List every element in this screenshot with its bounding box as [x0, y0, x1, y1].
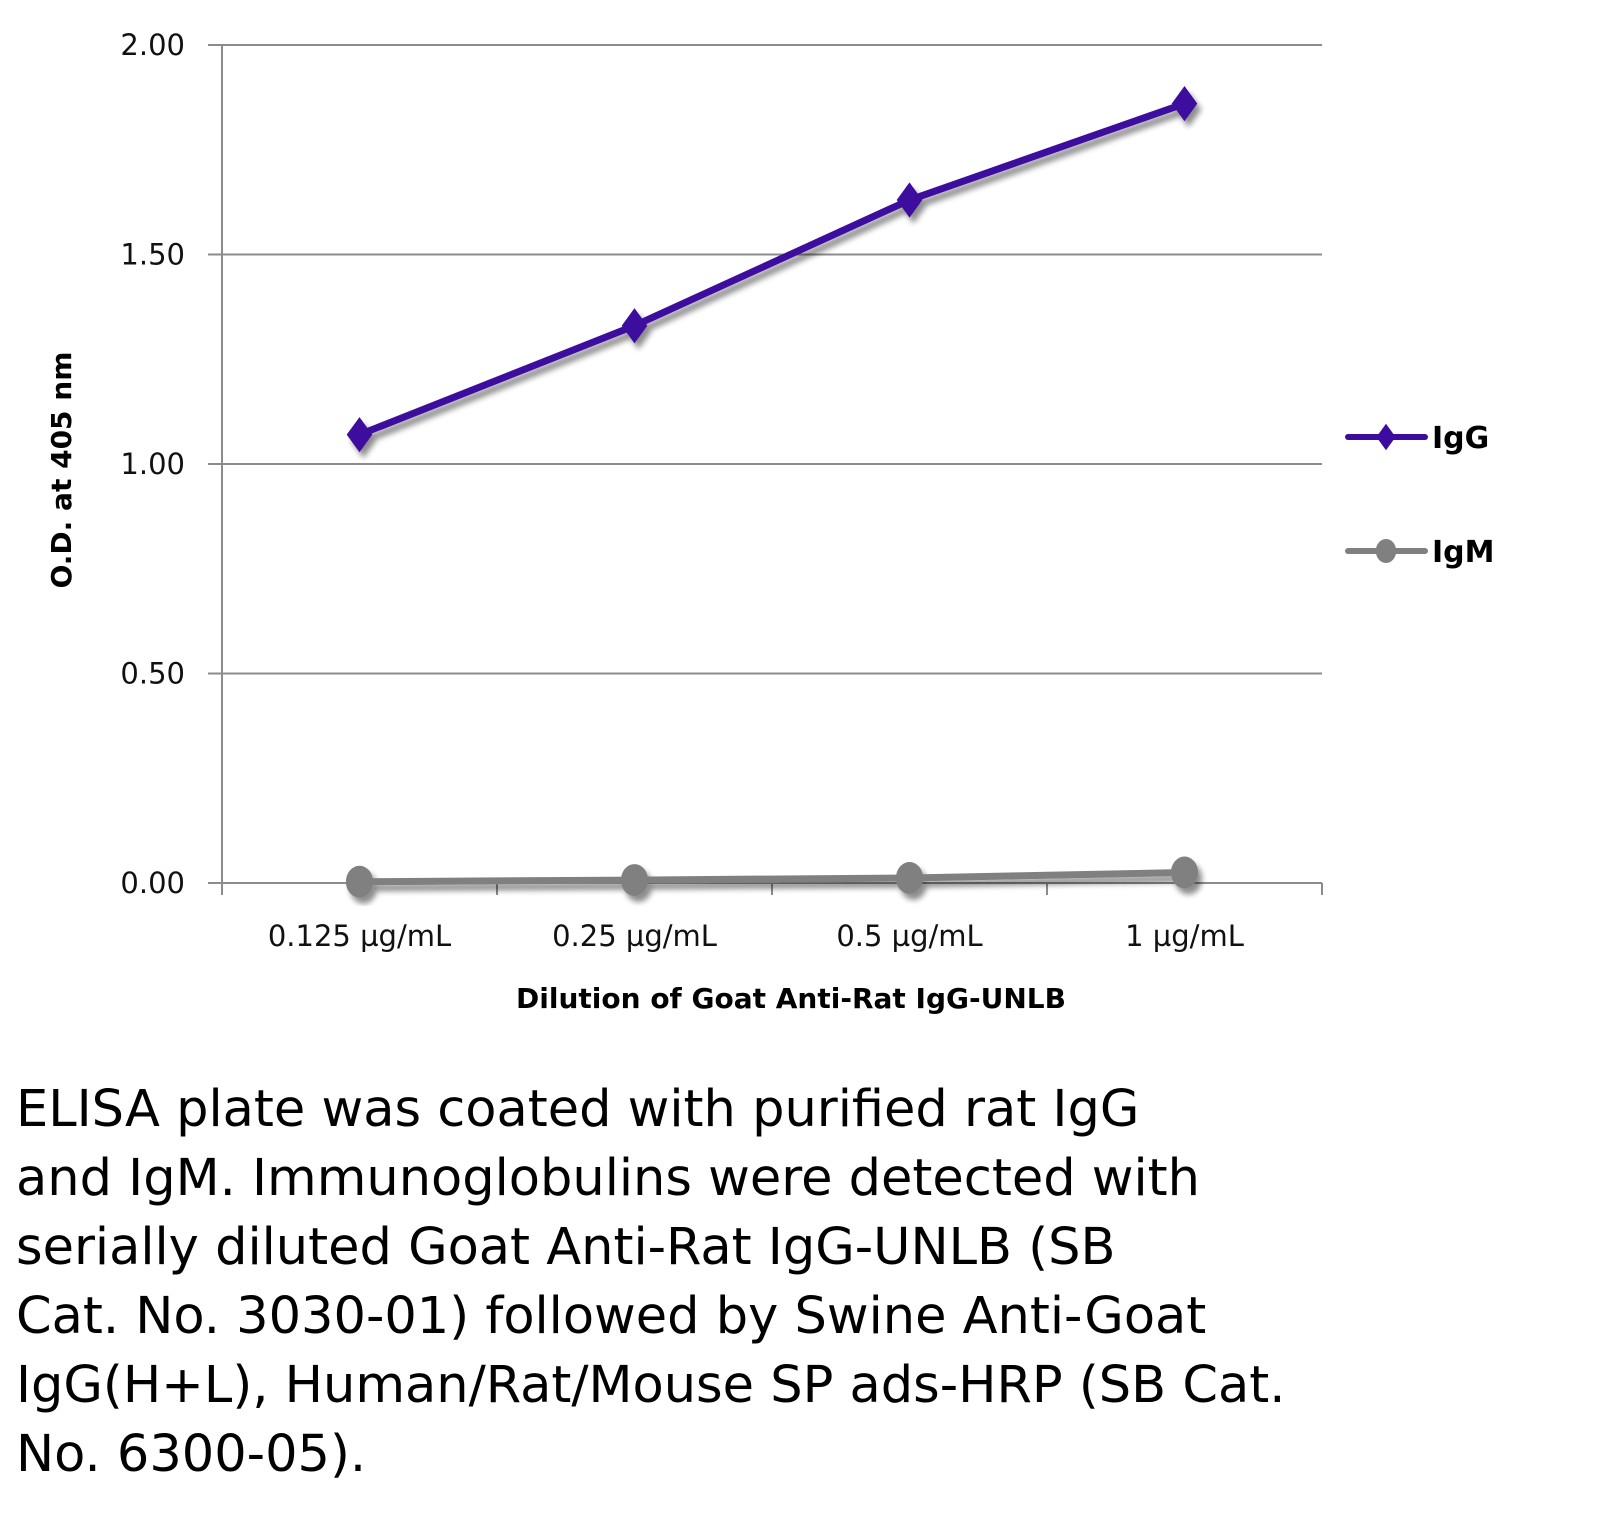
- y-tick-label: 1.50: [120, 238, 185, 272]
- x-tick-label: 0.25 µg/mL: [552, 919, 717, 953]
- igm-marker: [345, 865, 374, 898]
- y-tick-label: 0.00: [120, 866, 185, 900]
- line-chart: 0.00 0.50 1.00 1.50 2.00 0.125 µg/mL 0.25 µg/…: [45, 28, 1495, 1015]
- caption-line: Cat. No. 3030-01) followed by Swine Anti…: [16, 1287, 1207, 1346]
- igg-marker: [621, 308, 648, 344]
- igm-marker: [1375, 539, 1397, 563]
- legend-label: IgM: [1432, 535, 1495, 570]
- legend-label: IgG: [1432, 421, 1489, 456]
- legend: IgG IgM: [1345, 421, 1495, 570]
- y-tick-label: 2.00: [120, 28, 185, 62]
- igg-marker: [1171, 86, 1198, 122]
- axes: [208, 45, 1323, 895]
- igg-marker: [1376, 423, 1396, 451]
- y-axis-title: O.D. at 405 nm: [45, 352, 78, 589]
- series-line-igg: [358, 100, 1186, 438]
- x-tick-label: 0.5 µg/mL: [836, 919, 982, 953]
- y-tick-label: 0.50: [120, 657, 185, 691]
- caption-line: and IgM. Immunoglobulins were detected w…: [16, 1149, 1200, 1208]
- y-tick-labels: 0.00 0.50 1.00 1.50 2.00: [120, 28, 185, 900]
- igm-marker: [1170, 856, 1199, 889]
- caption-line: serially diluted Goat Anti-Rat IgG-UNLB …: [16, 1218, 1116, 1277]
- series-igm: [345, 856, 1199, 898]
- caption-line: No. 6300-05).: [16, 1425, 367, 1484]
- x-tick-label: 1 µg/mL: [1125, 919, 1244, 953]
- legend-item-igg: IgG: [1345, 421, 1489, 456]
- figure-caption: ELISA plate was coated with purified rat…: [16, 1075, 1516, 1489]
- igm-marker: [895, 861, 924, 894]
- x-tick-label: 0.125 µg/mL: [268, 919, 451, 953]
- caption-line: ELISA plate was coated with purified rat…: [16, 1080, 1140, 1139]
- gridlines: [208, 44, 1322, 675]
- igm-marker: [620, 864, 649, 897]
- series-igg: [346, 86, 1198, 453]
- caption-line: IgG(H+L), Human/Rat/Mouse SP ads-HRP (SB…: [16, 1356, 1286, 1415]
- series-group: [345, 86, 1199, 898]
- x-tick-labels: 0.125 µg/mL 0.25 µg/mL 0.5 µg/mL 1 µg/mL: [268, 919, 1244, 953]
- igg-marker: [896, 182, 923, 218]
- x-axis-title: Dilution of Goat Anti-Rat IgG-UNLB: [516, 982, 1066, 1015]
- y-tick-label: 1.00: [120, 447, 185, 481]
- igg-marker: [346, 417, 373, 453]
- series-line-igm: [359, 869, 1185, 886]
- legend-item-igm: IgM: [1345, 535, 1495, 570]
